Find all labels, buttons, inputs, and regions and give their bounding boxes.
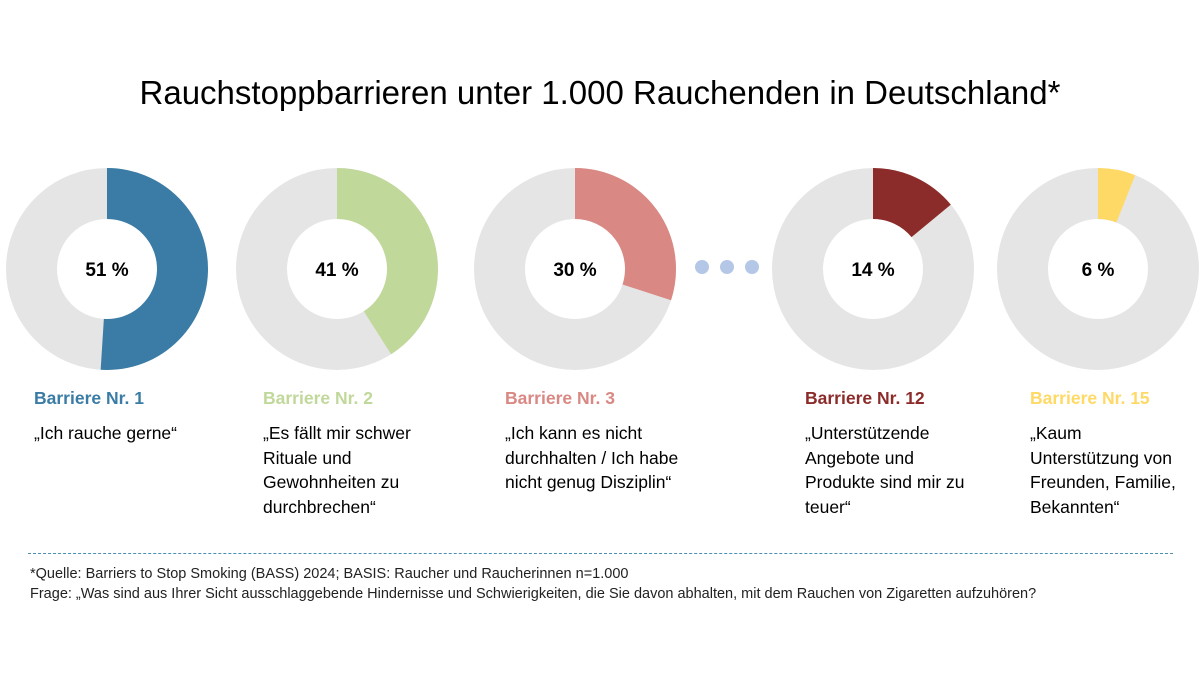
barrier-label-1: Barriere Nr. 1 bbox=[34, 388, 144, 408]
donut-value-label: 14 % bbox=[851, 260, 894, 281]
donut-chart-2: 41 % bbox=[236, 168, 438, 370]
donut-value-label: 30 % bbox=[553, 260, 596, 281]
barrier-quote-5: „Kaum Unterstützung von Freunden, Famili… bbox=[1030, 423, 1176, 517]
barrier-label-5: Barriere Nr. 15 bbox=[1030, 388, 1150, 408]
footnote-source: *Quelle: Barriers to Stop Smoking (BASS)… bbox=[30, 566, 629, 582]
ellipsis-dot bbox=[695, 260, 709, 274]
barrier-label-2: Barriere Nr. 2 bbox=[263, 388, 373, 408]
footnote-question: Frage: „Was sind aus Ihrer Sicht ausschl… bbox=[30, 586, 1037, 602]
barrier-quote-2: „Es fällt mir schwer Rituale und Gewohnh… bbox=[263, 423, 411, 517]
donut-segment bbox=[335, 168, 438, 355]
donut-value-label: 6 % bbox=[1082, 260, 1115, 281]
footnote-divider bbox=[28, 553, 1173, 554]
donut-value-label: 41 % bbox=[315, 260, 358, 281]
ellipsis-dot bbox=[745, 260, 759, 274]
donut-chart-5: 6 % bbox=[997, 168, 1199, 370]
donut-segment bbox=[871, 168, 951, 238]
donut-chart-1: 51 % bbox=[6, 168, 208, 370]
donut-chart-4: 14 % bbox=[772, 168, 974, 370]
donut-chart-3: 30 % bbox=[474, 168, 676, 370]
barrier-label-4: Barriere Nr. 12 bbox=[805, 388, 925, 408]
donut-value-label: 51 % bbox=[85, 260, 128, 281]
barrier-quote-3: „Ich kann es nicht durchhalten / Ich hab… bbox=[505, 423, 679, 492]
barrier-quote-1: „Ich rauche gerne“ bbox=[34, 423, 177, 443]
barrier-quote-4: „Unterstützende Angebote und Produkte si… bbox=[805, 423, 965, 517]
donut-segment bbox=[573, 168, 676, 301]
chart-title: Rauchstoppbarrieren unter 1.000 Rauchend… bbox=[139, 74, 1061, 111]
donut-segment bbox=[100, 168, 208, 370]
ellipsis-dot bbox=[720, 260, 734, 274]
barrier-label-3: Barriere Nr. 3 bbox=[505, 388, 615, 408]
donut-segment bbox=[1096, 168, 1136, 223]
